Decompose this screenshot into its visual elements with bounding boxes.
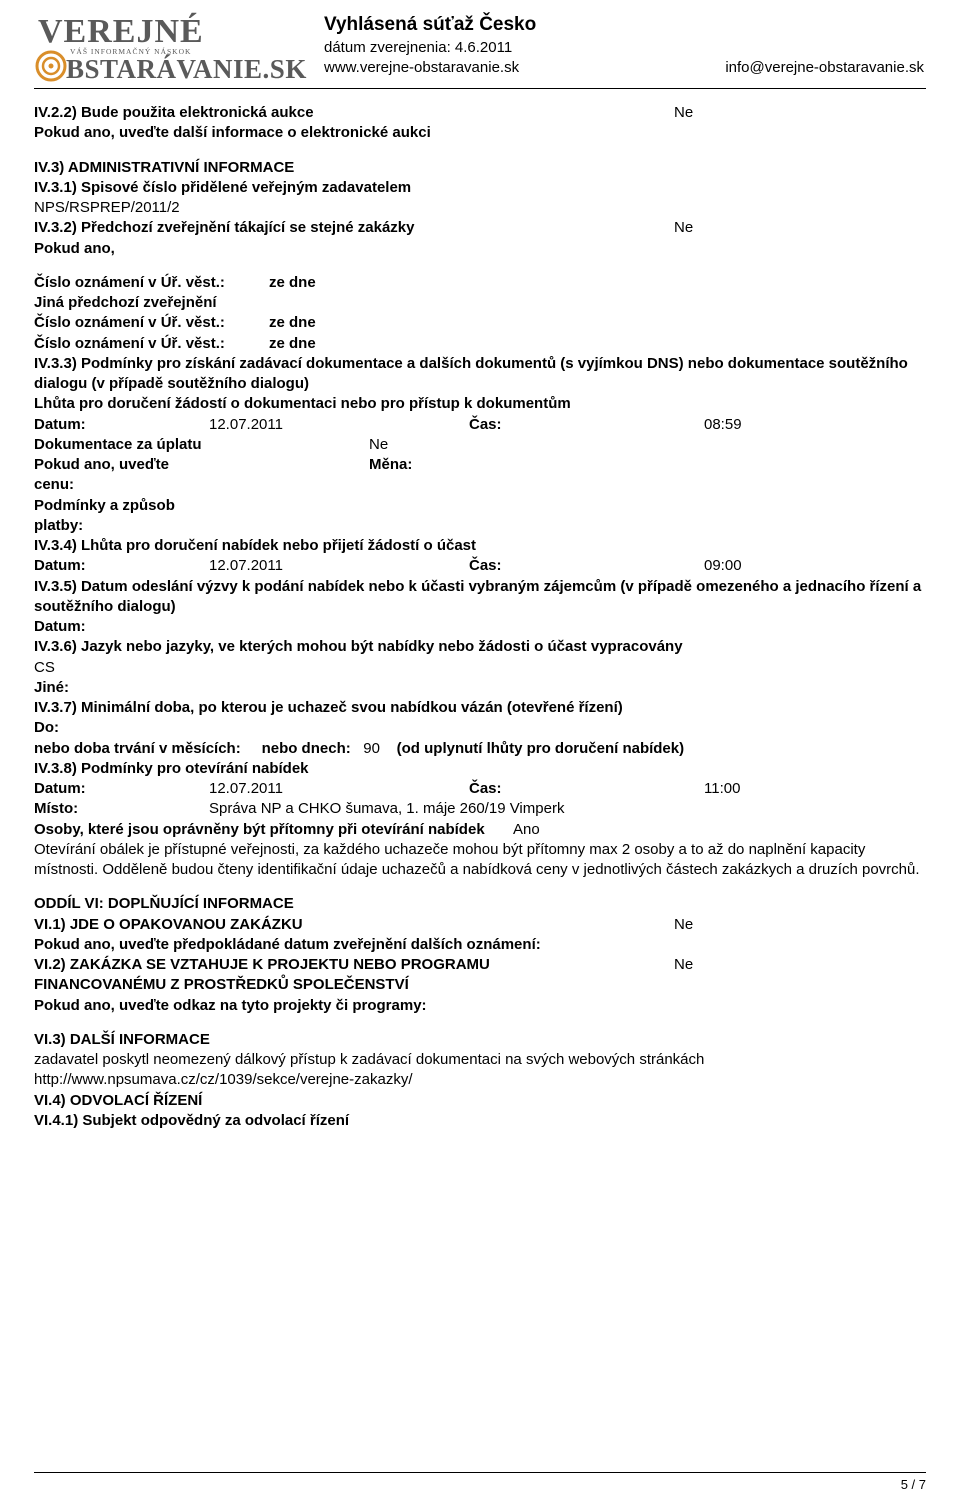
iv38-persons-text: Otevírání obálek je přístupné veřejnosti… bbox=[34, 840, 926, 881]
notice-num-2-label: Číslo oznámení v Úř. věst.: bbox=[34, 313, 269, 333]
notice-num-3-label: Číslo oznámení v Úř. věst.: bbox=[34, 334, 269, 354]
iv34-date-value: 12.07.2011 bbox=[209, 556, 469, 576]
vi3-heading: VI.3) DALŠÍ INFORMACE bbox=[34, 1030, 926, 1050]
vi2-label: VI.2) ZAKÁZKA SE VZTAHUJE K PROJEKTU NEB… bbox=[34, 955, 674, 996]
duration-days-label: nebo dnech: bbox=[262, 740, 351, 757]
header-text-block: Vyhlásená súťaž Česko dátum zverejnenia:… bbox=[314, 12, 926, 78]
iv38-heading: IV.3.8) Podmínky pro otevírání nabídek bbox=[34, 759, 926, 779]
iv36-value: CS bbox=[34, 658, 926, 678]
iv38-persons-line: Osoby, které jsou oprávněny být přítomny… bbox=[34, 820, 926, 840]
iv34-time-label: Čas: bbox=[469, 556, 704, 576]
page-number: 5 / 7 bbox=[901, 1477, 926, 1492]
price-label: Pokud ano, uveďtecenu: bbox=[34, 455, 369, 496]
iv22-label: IV.2.2) Bude použita elektronická aukce bbox=[34, 103, 674, 123]
iv38-time-label: Čas: bbox=[469, 779, 704, 799]
iv33-time-label: Čas: bbox=[469, 415, 704, 435]
iv36-other: Jiné: bbox=[34, 678, 926, 698]
header-email: info@verejne-obstaravanie.sk bbox=[725, 58, 926, 78]
iv38-place-label: Místo: bbox=[34, 799, 209, 819]
iv35-heading: IV.3.5) Datum odeslání výzvy k podání na… bbox=[34, 577, 926, 618]
iv36-heading: IV.3.6) Jazyk nebo jazyky, ve kterých mo… bbox=[34, 637, 926, 657]
iv31-label: IV.3.1) Spisové číslo přidělené veřejným… bbox=[34, 178, 926, 198]
vi1-value: Ne bbox=[674, 915, 693, 935]
iv38-date-label: Datum: bbox=[34, 779, 209, 799]
iv22-sub: Pokud ano, uveďte další informace o elek… bbox=[34, 123, 926, 143]
docs-paid-value: Ne bbox=[369, 435, 388, 455]
iv32-sub: Pokud ano, bbox=[34, 239, 926, 259]
vi1-sub: Pokud ano, uveďte předpokládané datum zv… bbox=[34, 935, 574, 955]
vi1-label: VI.1) JDE O OPAKOVANOU ZAKÁZKU bbox=[34, 915, 674, 935]
header-title: Vyhlásená súťaž Česko bbox=[324, 12, 926, 38]
iv33-date-label: Datum: bbox=[34, 415, 209, 435]
iv33-deadline-label: Lhůta pro doručení žádostí o dokumentaci… bbox=[34, 394, 926, 414]
logo-text-top: VEREJNÉ bbox=[38, 13, 204, 50]
header-subtitle: dátum zverejnenia: 4.6.2011 bbox=[324, 38, 926, 58]
vi41-heading: VI.4.1) Subjekt odpovědný za odvolací ří… bbox=[34, 1111, 926, 1131]
iv38-place-value: Správa NP a CHKO šumava, 1. máje 260/19 … bbox=[209, 799, 564, 819]
duration-months-label: nebo doba trvání v měsících: bbox=[34, 740, 241, 757]
iv34-time-value: 09:00 bbox=[704, 556, 742, 576]
duration-note: (od uplynutí lhůty pro doručení nabídek) bbox=[397, 740, 685, 757]
iv33-heading: IV.3.3) Podmínky pro získání zadávací do… bbox=[34, 354, 926, 395]
iv38-date-value: 12.07.2011 bbox=[209, 779, 469, 799]
vi2-sub: Pokud ano, uveďte odkaz na tyto projekty… bbox=[34, 996, 926, 1016]
notice-num-2-date: ze dne bbox=[269, 313, 316, 333]
iv22-value: Ne bbox=[674, 103, 693, 123]
iv37-do: Do: bbox=[34, 718, 926, 738]
vi-heading: ODDÍL VI: DOPLŇUJÍCÍ INFORMACE bbox=[34, 894, 926, 914]
iv32-label: IV.3.2) Předchozí zveřejnění tákající se… bbox=[34, 218, 674, 238]
docs-paid-label: Dokumentace za úplatu bbox=[34, 435, 369, 455]
iv37-duration-line: nebo doba trvání v měsících: nebo dnech:… bbox=[34, 739, 926, 759]
payment-terms-label: Podmínky a způsobplatby: bbox=[34, 496, 926, 537]
duration-days-value: 90 bbox=[363, 740, 380, 757]
notice-num-1-date: ze dne bbox=[269, 273, 316, 293]
iv34-date-label: Datum: bbox=[34, 556, 209, 576]
iv33-date-value: 12.07.2011 bbox=[209, 415, 469, 435]
header-url: www.verejne-obstaravanie.sk bbox=[324, 58, 519, 78]
iv38-persons-value: Ano bbox=[513, 821, 540, 838]
iv38-persons-label: Osoby, které jsou oprávněny být přítomny… bbox=[34, 821, 485, 838]
notice-num-1-label: Číslo oznámení v Úř. věst.: bbox=[34, 273, 269, 293]
iv37-heading: IV.3.7) Minimální doba, po kterou je uch… bbox=[34, 698, 926, 718]
notice-num-3-date: ze dne bbox=[269, 334, 316, 354]
site-logo: VEREJNÉ VÁŠ INFORMAČNÝ NÁSKOK BSTARÁVANI… bbox=[34, 12, 314, 82]
vi2-value: Ne bbox=[674, 955, 693, 996]
page-header: VEREJNÉ VÁŠ INFORMAČNÝ NÁSKOK BSTARÁVANI… bbox=[34, 12, 926, 89]
page-footer: 5 / 7 bbox=[34, 1472, 926, 1494]
iv35-date: Datum: bbox=[34, 617, 926, 637]
iv33-time-value: 08:59 bbox=[704, 415, 742, 435]
iv38-time-value: 11:00 bbox=[704, 779, 740, 799]
iv32-value: Ne bbox=[674, 218, 693, 238]
vi4-heading: VI.4) ODVOLACÍ ŘÍZENÍ bbox=[34, 1091, 926, 1111]
iv31-value: NPS/RSPREP/2011/2 bbox=[34, 198, 926, 218]
vi3-text: zadavatel poskytl neomezený dálkový přís… bbox=[34, 1050, 926, 1091]
iv34-heading: IV.3.4) Lhůta pro doručení nabídek nebo … bbox=[34, 536, 926, 556]
document-body: IV.2.2) Bude použita elektronická aukce … bbox=[34, 103, 926, 1131]
currency-label: Měna: bbox=[369, 455, 412, 496]
prior-pub-label: Jiná předchozí zveřejnění bbox=[34, 293, 926, 313]
iv3-heading: IV.3) ADMINISTRATIVNÍ INFORMACE bbox=[34, 158, 926, 178]
logo-text-bottom: BSTARÁVANIE.SK bbox=[66, 54, 307, 82]
